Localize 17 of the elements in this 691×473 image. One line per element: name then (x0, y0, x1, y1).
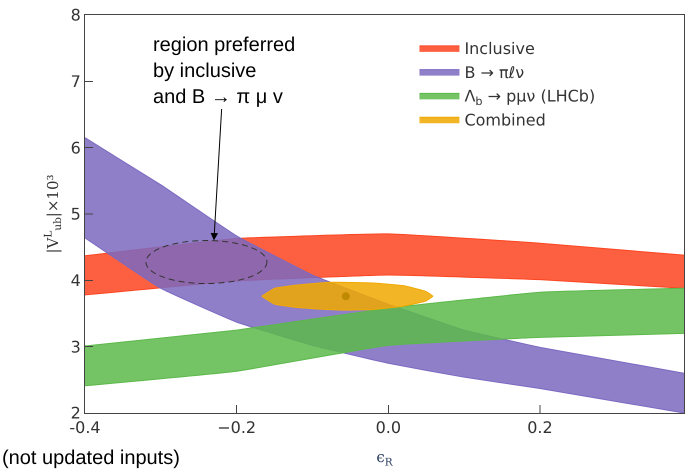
legend-label: Inclusive (464, 39, 535, 58)
x-tick-label: -0.4 (69, 418, 101, 438)
y-tick-label: 8 (70, 6, 81, 25)
legend-label: B → πℓν (464, 62, 524, 82)
y-tick-label: 5 (70, 204, 81, 224)
x-tick-label: −0.2 (217, 418, 256, 438)
text: (not updated inputs) (2, 447, 180, 469)
y-tick-label: 3 (70, 337, 81, 356)
x-tick-label: 0.0 (376, 418, 402, 438)
annotation: region preferred by inclusive and B → π μ v (153, 34, 296, 108)
x-axis-title: ϵ$_{R}$ (376, 448, 394, 468)
y-tick-label: 7 (70, 72, 81, 91)
y-tick-label: 4 (70, 270, 81, 290)
y-tick-label: 6 (70, 138, 81, 158)
x-tick-label: 0.2 (527, 418, 553, 438)
legend-label: Λ$_{b}$ → pμν (LHCb) (464, 86, 596, 108)
legend-label: Combined (464, 110, 546, 130)
